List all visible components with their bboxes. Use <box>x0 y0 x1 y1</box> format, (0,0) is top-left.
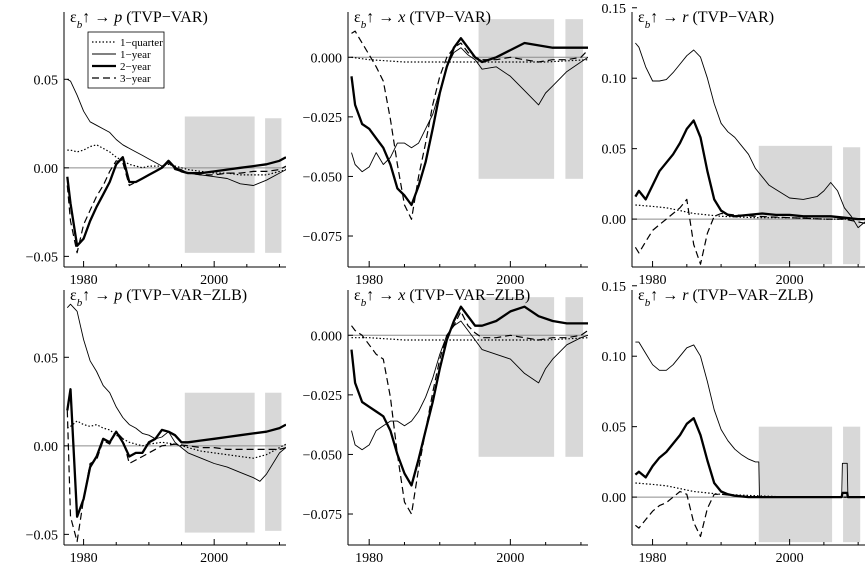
y-tick-label: 0.15 <box>602 2 627 17</box>
x-tick-label: 1980 <box>70 551 98 566</box>
title-part: (TVP−VAR) <box>688 9 774 26</box>
title-part: ↑ → <box>82 9 114 26</box>
x-tick-label: 1980 <box>639 273 667 288</box>
x-tick-label: 2000 <box>496 273 524 288</box>
title-part: x <box>397 287 405 304</box>
y-tick-label: 0.10 <box>602 350 627 365</box>
x-tick-label: 1980 <box>70 273 98 288</box>
legend-label: 1−year <box>120 49 151 61</box>
x-tick-label: 2000 <box>496 551 524 566</box>
shaded-region-2 <box>565 297 583 457</box>
panel-5: 0.000 −0.025 −0.050 −0.075 1980 2000 εb↑ → x (… <box>303 287 588 566</box>
y-tick-label: −0.050 <box>303 170 342 185</box>
shaded-region-1 <box>479 19 555 179</box>
panel-title: εb↑ → r (TVP−VAR) <box>638 9 774 31</box>
title-part: ↑ → <box>366 287 398 304</box>
title-part: (TVP−VAR−ZLB) <box>688 287 813 304</box>
shaded-region-1 <box>759 146 832 264</box>
panel-4: −0.05 0.00 0.05 1980 2000 εb↑ → p (TVP−VAR−ZL… <box>26 287 286 566</box>
y-tick-label: −0.075 <box>303 508 342 523</box>
shaded-region-2 <box>843 147 860 264</box>
y-tick-label: 0.00 <box>34 162 59 177</box>
y-tick-label: −0.05 <box>26 250 58 265</box>
y-tick-label: 0.05 <box>34 73 59 88</box>
x-tick-label: 1980 <box>639 551 667 566</box>
panel-title: εb↑ → p (TVP−VAR−ZLB) <box>70 287 247 309</box>
panel-title: εb↑ → x (TVP−VAR) <box>354 9 491 31</box>
title-part: ↑ → <box>366 9 398 26</box>
panel-1: −0.05 0.00 0.05 1980 2000 εb↑ → p (TVP−VAR) 1−… <box>26 9 286 288</box>
x-tick-label: 2000 <box>200 273 228 288</box>
legend-label: 1−quarter <box>120 37 163 49</box>
y-tick-label: 0.10 <box>602 72 627 87</box>
y-tick-label: 0.15 <box>602 280 627 295</box>
shaded-region-1 <box>479 297 555 457</box>
y-tick-label: −0.025 <box>303 389 342 404</box>
title-part: ↑ → <box>82 287 114 304</box>
panel-6: 0.00 0.05 0.10 0.15 1980 2000 εb↑ → r (TVP−VAR… <box>602 280 865 566</box>
panel-3: 0.00 0.05 0.10 0.15 1980 2000 εb↑ → r (TVP−VAR… <box>602 2 865 288</box>
shaded-region-1 <box>185 393 255 533</box>
y-tick-label: 0.000 <box>311 329 343 344</box>
y-tick-label: 0.05 <box>602 421 627 436</box>
y-tick-label: −0.05 <box>26 528 58 543</box>
y-tick-label: −0.025 <box>303 111 342 126</box>
shaded-region-2 <box>565 19 583 179</box>
title-part: p <box>113 287 122 304</box>
title-part: (TVP−VAR−ZLB) <box>405 287 530 304</box>
y-tick-label: 0.00 <box>34 440 59 455</box>
x-tick-label: 2000 <box>200 551 228 566</box>
x-tick-label: 2000 <box>776 273 804 288</box>
x-tick-label: 1980 <box>355 551 383 566</box>
y-tick-label: 0.00 <box>602 491 627 506</box>
panel-title: εb↑ → r (TVP−VAR−ZLB) <box>638 287 813 309</box>
legend-label: 3−year <box>120 73 151 85</box>
shaded-region-2 <box>265 118 281 253</box>
x-tick-label: 2000 <box>776 551 804 566</box>
y-tick-label: −0.075 <box>303 230 342 245</box>
title-part: ↑ → <box>650 9 682 26</box>
title-part: p <box>113 9 122 26</box>
y-tick-label: −0.050 <box>303 448 342 463</box>
title-part: x <box>397 9 405 26</box>
title-part: (TVP−VAR) <box>122 9 208 26</box>
panel-title: εb↑ → p (TVP−VAR) <box>70 9 208 31</box>
y-tick-label: 0.00 <box>602 213 627 228</box>
shaded-region-1 <box>759 427 832 543</box>
shaded-region-2 <box>843 427 860 543</box>
x-tick-label: 1980 <box>355 273 383 288</box>
y-tick-label: 0.05 <box>602 143 627 158</box>
y-tick-label: 0.05 <box>34 351 59 366</box>
title-part: ↑ → <box>650 287 682 304</box>
title-part: (TVP−VAR) <box>405 9 491 26</box>
shaded-region-2 <box>265 393 281 531</box>
legend-label: 2−year <box>120 61 151 73</box>
y-tick-label: 0.000 <box>311 51 343 66</box>
panel-2: 0.000 −0.025 −0.050 −0.075 1980 2000 εb↑ → x (… <box>303 9 588 288</box>
title-part: (TVP−VAR−ZLB) <box>122 287 247 304</box>
